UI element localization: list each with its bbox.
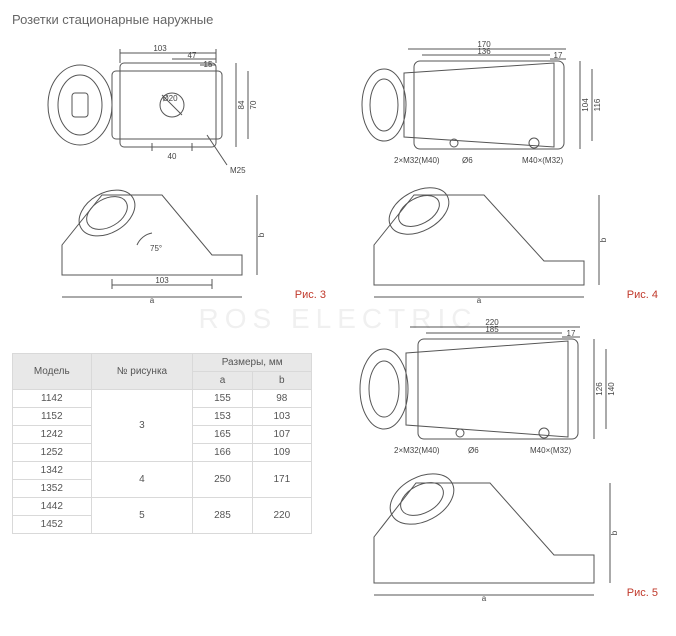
fig5-right-thread: M40×(M32) — [530, 446, 571, 455]
fig3-dim-47: 47 — [188, 51, 197, 60]
fig4-hole: Ø6 — [462, 156, 473, 165]
fig4-inner-w: 136 — [477, 47, 491, 56]
cell-model: 1152 — [13, 408, 92, 426]
cell-a: 166 — [193, 444, 252, 462]
fig3-axis-b: b — [257, 232, 266, 237]
figure-3: 103 47 15 84 70 40 M25 Ø20 — [12, 35, 332, 305]
fig3-dim-40: 40 — [168, 152, 177, 161]
fig4-left-thread: 2×M32(M40) — [394, 156, 440, 165]
fig5-label: Рис. 5 — [627, 587, 658, 599]
fig3-dim-15: 15 — [204, 60, 213, 69]
fig5-outer-h: 140 — [607, 382, 616, 396]
fig4-edge: 17 — [554, 51, 563, 60]
th-a: a — [193, 372, 252, 390]
cell-a: 153 — [193, 408, 252, 426]
fig3-thread: M25 — [230, 166, 246, 175]
fig4-label: Рис. 4 — [627, 289, 658, 301]
cell-figno: 4 — [91, 462, 193, 498]
right-column: 170 136 17 116 104 2×M32(M40) Ø6 M40×(M3… — [344, 35, 664, 603]
fig3-axis-a: a — [150, 296, 155, 305]
fig5-left-thread: 2×M32(M40) — [394, 446, 440, 455]
cell-a: 285 — [193, 498, 252, 534]
fig5-edge: 17 — [567, 329, 576, 338]
figure-4: 170 136 17 116 104 2×M32(M40) Ø6 M40×(M3… — [344, 35, 664, 305]
fig5-inner-w: 185 — [485, 325, 499, 334]
fig4-axis-a: a — [477, 296, 482, 305]
cell-model: 1252 — [13, 444, 92, 462]
th-b: b — [252, 372, 311, 390]
cell-b: 107 — [252, 426, 311, 444]
cell-model: 1242 — [13, 426, 92, 444]
dimensions-table: Модель № рисунка Размеры, мм a b 1142315… — [12, 353, 312, 534]
cell-figno: 3 — [91, 390, 193, 462]
layout-grid: ROS ELECTRIC — [12, 35, 664, 603]
fig4-axis-b: b — [599, 237, 608, 242]
cell-model: 1342 — [13, 462, 92, 480]
table-row: 1142315598 — [13, 390, 312, 408]
figure-5: 220 185 17 140 126 2×M32(M40) Ø6 M40×(M3… — [344, 313, 664, 603]
table-row: 13424250171 — [13, 462, 312, 480]
cell-a: 250 — [193, 462, 252, 498]
cell-b: 103 — [252, 408, 311, 426]
fig3-base: 103 — [155, 276, 169, 285]
cell-model: 1452 — [13, 516, 92, 534]
fig3-dim-w: 103 — [153, 44, 167, 53]
th-model: Модель — [13, 354, 92, 390]
th-dims: Размеры, мм — [193, 354, 312, 372]
page-title: Розетки стационарные наружные — [12, 12, 664, 27]
fig4-right-thread: M40×(M32) — [522, 156, 563, 165]
cell-a: 155 — [193, 390, 252, 408]
fig5-axis-b: b — [610, 530, 619, 535]
fig3-dim-84: 84 — [237, 100, 246, 109]
cell-a: 165 — [193, 426, 252, 444]
cell-figno: 5 — [91, 498, 193, 534]
th-figno: № рисунка — [91, 354, 193, 390]
fig5-axis-a: a — [482, 594, 487, 603]
fig5-hole: Ø6 — [468, 446, 479, 455]
cell-b: 220 — [252, 498, 311, 534]
cell-model: 1442 — [13, 498, 92, 516]
fig4-inner-h: 104 — [581, 98, 590, 112]
left-column: 103 47 15 84 70 40 M25 Ø20 — [12, 35, 332, 603]
cell-model: 1352 — [13, 480, 92, 498]
fig4-outer-h: 116 — [593, 98, 602, 111]
cell-b: 171 — [252, 462, 311, 498]
fig3-label: Рис. 3 — [295, 289, 326, 301]
cell-model: 1142 — [13, 390, 92, 408]
cell-b: 98 — [252, 390, 311, 408]
cell-b: 109 — [252, 444, 311, 462]
fig3-dim-70: 70 — [249, 100, 258, 109]
fig3-diam: Ø20 — [162, 94, 178, 103]
fig5-inner-h: 126 — [595, 382, 604, 396]
table-row: 14425285220 — [13, 498, 312, 516]
fig3-angle: 75° — [150, 244, 162, 253]
